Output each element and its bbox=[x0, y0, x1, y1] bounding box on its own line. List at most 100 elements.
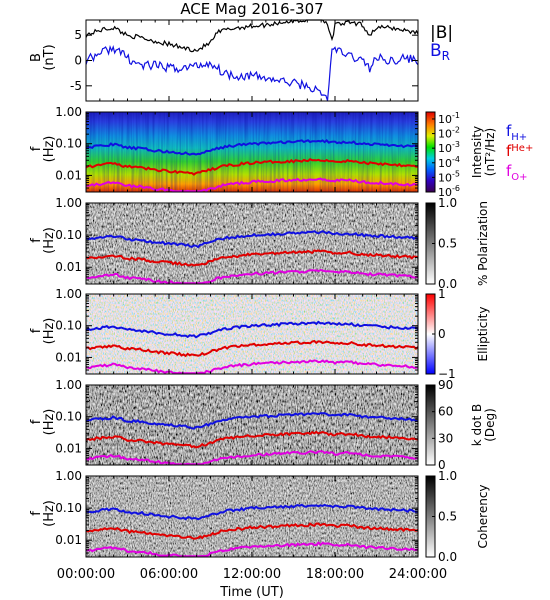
colorbar-label-2: Intensity bbox=[470, 126, 484, 178]
f-h-line-2 bbox=[85, 139, 419, 156]
legend-entry-1: |B| bbox=[430, 23, 453, 43]
colorbar-tick-label: 0.5 bbox=[438, 510, 457, 524]
colorbar-tick-label: 90 bbox=[438, 378, 453, 392]
f-o-line-3 bbox=[85, 268, 419, 285]
panel-frame-1 bbox=[85, 19, 419, 102]
x-tick-label: 24:00:00 bbox=[389, 567, 447, 582]
f-o-line-2 bbox=[85, 177, 419, 193]
colorbar-label-3: % Polarization bbox=[476, 201, 490, 286]
f-he-line-5 bbox=[85, 430, 419, 449]
y-tick-label: 0 bbox=[74, 54, 82, 68]
spectrogram-texture-3 bbox=[86, 203, 418, 284]
f-he-line-6 bbox=[85, 522, 419, 540]
colorbar-tick-label: 0 bbox=[438, 458, 446, 472]
y-axis-unit-3: (Hz) bbox=[42, 227, 57, 254]
panel-6: 1.00 0.10 0.01 f(Hz) 1.0 0.5 0.0 Coherency bbox=[29, 469, 490, 564]
figure-title: ACE Mag 2016-307 bbox=[180, 0, 323, 18]
series-line-b-r bbox=[85, 45, 419, 101]
y-axis-label-6: f bbox=[29, 511, 44, 516]
legend-entry-2: BR bbox=[430, 41, 450, 63]
spectrogram-texture-5 bbox=[86, 385, 418, 465]
x-axis-label: Time (UT) bbox=[219, 585, 284, 600]
series-line-b-total bbox=[85, 18, 419, 53]
colorbar-tick-label: 1 bbox=[438, 287, 446, 301]
y-tick-label: 0.01 bbox=[55, 168, 82, 182]
legend-entry-3: fO+ bbox=[506, 162, 528, 183]
colorbar-tick-label: 1.0 bbox=[438, 196, 457, 210]
y-tick-label: 0.01 bbox=[55, 533, 82, 547]
panel-3: 1.00 0.10 0.01 f(Hz) 1.0 0.5 0.0 % Polarization bbox=[29, 196, 490, 291]
spectrogram-streaks-2 bbox=[86, 112, 418, 192]
colorbar-tick-label: 0.5 bbox=[438, 237, 457, 251]
colorbar-label-6: Coherency bbox=[476, 484, 490, 548]
y-axis-unit-5: (Hz) bbox=[42, 409, 57, 436]
f-he-line-3 bbox=[85, 249, 419, 267]
y-axis-unit-4: (Hz) bbox=[42, 318, 57, 345]
f-h-line-4 bbox=[85, 320, 419, 339]
colorbar-tick-label: 10-5 bbox=[438, 169, 460, 184]
panels-group: 50-5B(nT)|B|BR1.000.100.01f(Hz)10-110-21… bbox=[29, 18, 533, 564]
legend-entry-2: fHe+ bbox=[506, 142, 533, 160]
y-tick-label: 1.00 bbox=[55, 287, 82, 301]
colorbar-unit-5: (Deg) bbox=[483, 408, 497, 442]
f-o-line-6 bbox=[85, 541, 419, 558]
spectrogram-texture-4 bbox=[86, 294, 418, 374]
x-tick-label: 00:00:00 bbox=[57, 567, 115, 582]
y-tick-label: 1.00 bbox=[55, 196, 82, 210]
panel-2: 1.00 0.10 0.01 f(Hz) 10-110-210-310-410-510-… bbox=[29, 105, 533, 199]
colorbar-5 bbox=[425, 384, 436, 466]
f-h-line-3 bbox=[85, 230, 419, 249]
f-h-line-5 bbox=[85, 412, 419, 430]
colorbar-label-4: Ellipticity bbox=[476, 307, 490, 362]
panel-1: 5 0 -5 B(nT) |B|BR bbox=[29, 18, 453, 102]
colorbar-label-5: k dot B bbox=[470, 404, 484, 446]
y-tick-label: 0.01 bbox=[55, 350, 82, 364]
y-tick-label: 0.10 bbox=[55, 410, 82, 424]
spectrogram-texture-6 bbox=[86, 476, 418, 557]
y-tick-label: 1.00 bbox=[55, 469, 82, 483]
colorbar-tick-label: 10-6 bbox=[438, 184, 460, 199]
y-tick-label: 0.10 bbox=[55, 137, 82, 151]
y-axis-unit-6: (Hz) bbox=[42, 500, 57, 527]
y-tick-label: 0.01 bbox=[55, 441, 82, 455]
y-axis-label-1: B bbox=[29, 53, 44, 62]
colorbar-tick-label: 10-2 bbox=[438, 126, 460, 141]
colorbar-2 bbox=[425, 111, 436, 193]
y-tick-label: 1.00 bbox=[55, 378, 82, 392]
y-axis-unit-1: (nT) bbox=[42, 44, 57, 70]
f-o-line-4 bbox=[85, 359, 419, 375]
y-axis-label-5: f bbox=[29, 419, 44, 424]
colorbar-tick-label: 10-3 bbox=[438, 140, 460, 155]
colorbar-tick-label: 0 bbox=[438, 327, 446, 341]
y-tick-label: 0.10 bbox=[55, 501, 82, 515]
panel-4: 1.00 0.10 0.01 f(Hz) 1 0 −1 Ellipticity bbox=[29, 287, 490, 381]
x-tick-label: 06:00:00 bbox=[140, 567, 198, 582]
x-tick-label: 12:00:00 bbox=[223, 567, 281, 582]
f-o-line-5 bbox=[85, 450, 419, 466]
colorbar-tick-label: 10-1 bbox=[438, 111, 460, 126]
colorbar-tick-label: 0.0 bbox=[438, 277, 457, 291]
y-axis-label-3: f bbox=[29, 238, 44, 243]
colorbar-tick-label: 0.0 bbox=[438, 550, 457, 564]
colorbar-tick-label: −1 bbox=[438, 367, 456, 381]
y-tick-label: 0.10 bbox=[55, 228, 82, 242]
colorbar-tick-label: 30 bbox=[438, 431, 453, 445]
y-tick-label: -5 bbox=[70, 79, 82, 93]
f-he-line-4 bbox=[85, 339, 419, 358]
y-tick-label: 0.10 bbox=[55, 319, 82, 333]
f-he-line-2 bbox=[85, 158, 419, 176]
x-tick-labels: 00:00:00 06:00:00 12:00:00 18:00:00 24:00:00 bbox=[57, 567, 447, 582]
legend-entry-1: fH+ bbox=[506, 122, 527, 143]
x-tick-label: 18:00:00 bbox=[306, 567, 364, 582]
y-tick-label: 5 bbox=[74, 28, 82, 42]
y-tick-label: 0.01 bbox=[55, 260, 82, 274]
y-tick-label: 1.00 bbox=[55, 105, 82, 119]
colorbar-tick-label: 1.0 bbox=[438, 469, 457, 483]
colorbar-tick-label: 10-4 bbox=[438, 155, 460, 170]
y-axis-unit-2: (Hz) bbox=[42, 136, 57, 163]
f-h-line-6 bbox=[85, 503, 419, 521]
panel-5: 1.00 0.10 0.01 f(Hz) 90 60 30 0 k dot B (Deg) bbox=[29, 378, 497, 472]
y-axis-label-2: f bbox=[29, 146, 44, 151]
colorbar-tick-label: 60 bbox=[438, 405, 453, 419]
